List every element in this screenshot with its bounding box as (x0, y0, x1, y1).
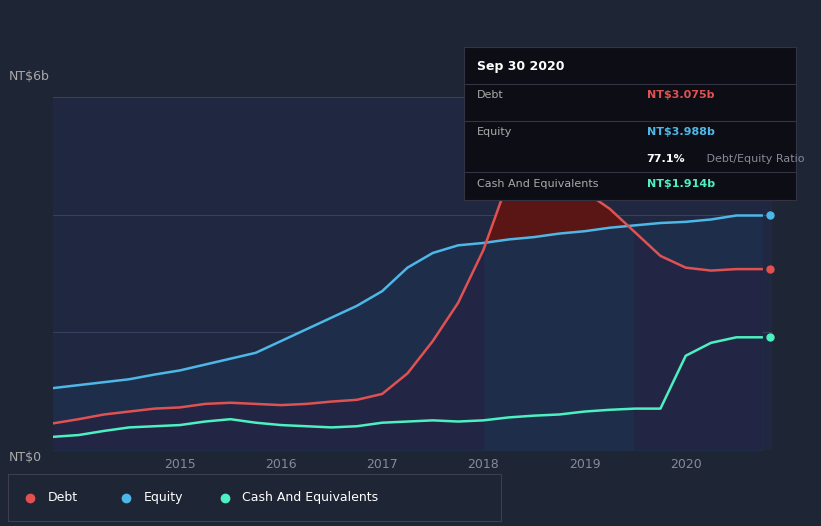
Text: Debt/Equity Ratio: Debt/Equity Ratio (704, 154, 805, 164)
Text: NT$3.075b: NT$3.075b (647, 90, 714, 100)
Text: NT$0: NT$0 (9, 451, 42, 464)
Text: NT$3.988b: NT$3.988b (647, 127, 714, 137)
Text: Debt: Debt (48, 491, 78, 504)
Text: NT$1.914b: NT$1.914b (647, 178, 715, 188)
Text: Cash And Equivalents: Cash And Equivalents (242, 491, 378, 504)
Text: 77.1%: 77.1% (647, 154, 686, 164)
Text: Sep 30 2020: Sep 30 2020 (477, 59, 565, 73)
Text: Cash And Equivalents: Cash And Equivalents (477, 178, 599, 188)
Text: Equity: Equity (144, 491, 183, 504)
Text: Equity: Equity (477, 127, 512, 137)
Text: Debt: Debt (477, 90, 504, 100)
Text: NT$6b: NT$6b (9, 70, 50, 83)
